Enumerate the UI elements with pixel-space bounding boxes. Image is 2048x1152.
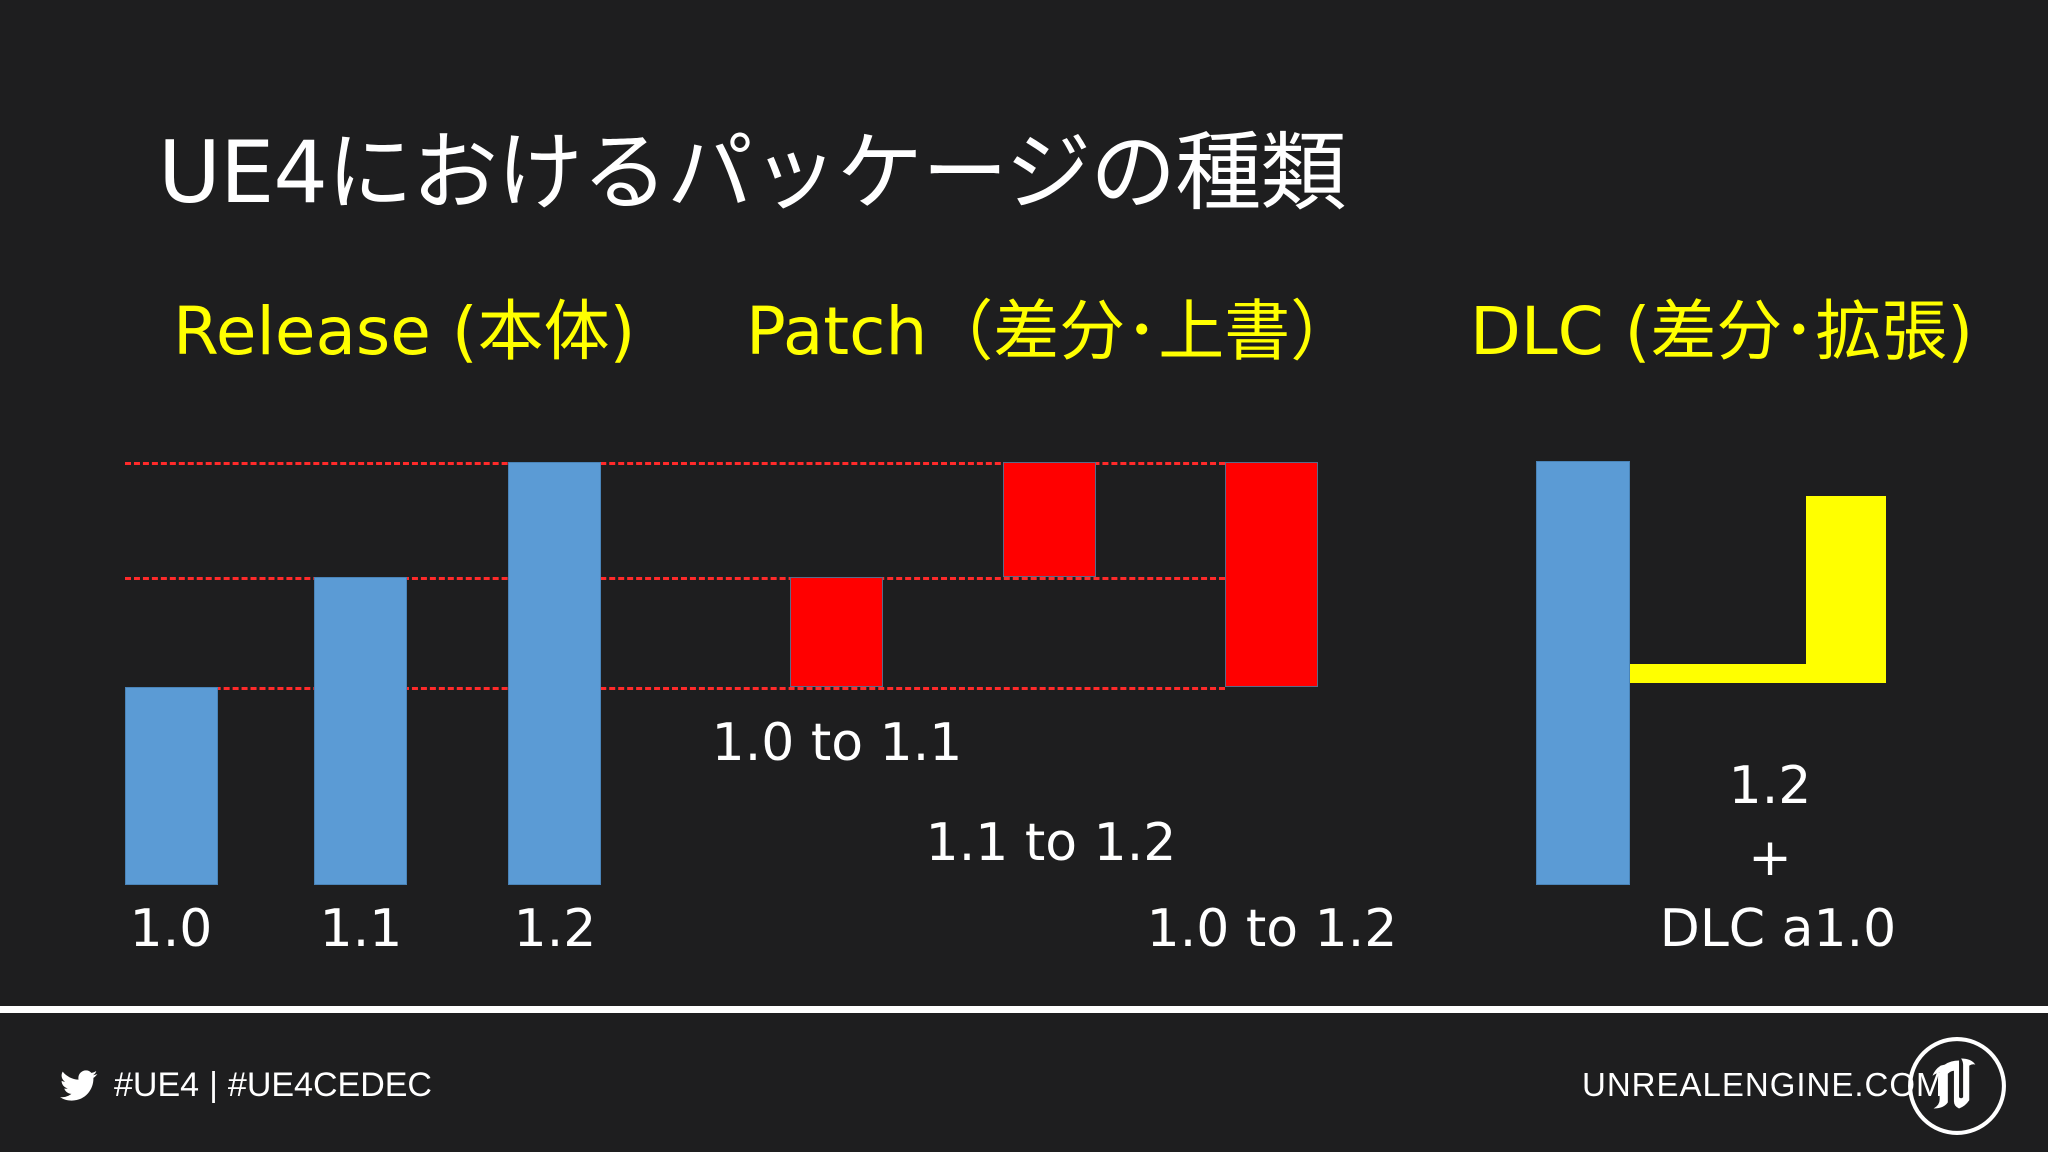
- dlc-base-bar: [1536, 461, 1630, 885]
- patch-bar-1-0-to-1-1: [790, 577, 883, 687]
- patch-label-1-1-to-1-2: 1.1 to 1.2: [925, 813, 1177, 873]
- footer-divider: [0, 1006, 2048, 1013]
- dlc-label: DLC a1.0: [1659, 899, 1897, 959]
- guide-line-1-0: [125, 687, 1225, 690]
- release-label-1-0: 1.0: [129, 899, 213, 959]
- guide-line-1-1: [125, 577, 1225, 580]
- release-bar-1-2: [508, 462, 601, 885]
- release-bar-1-1: [314, 577, 407, 885]
- patch-bar-1-0-to-1-2: [1225, 462, 1318, 687]
- patch-bar-1-1-to-1-2: [1003, 462, 1096, 577]
- guide-line-1-2: [125, 462, 1225, 465]
- twitter-bird-icon: [60, 1069, 98, 1101]
- site-url: UNREALENGINE.COM: [1582, 1066, 1945, 1103]
- release-label-1-2: 1.2: [513, 899, 597, 959]
- release-bar-1-0: [125, 687, 218, 885]
- dlc-base-label: 1.2: [1728, 756, 1812, 816]
- dlc-plus-sign: +: [1748, 828, 1792, 888]
- footer-hashtags: #UE4 | #UE4CEDEC: [60, 1066, 432, 1105]
- release-label-1-1: 1.1: [319, 899, 403, 959]
- hashtag-ue4: #UE4: [114, 1066, 200, 1104]
- patch-label-1-0-to-1-1: 1.0 to 1.1: [711, 713, 963, 773]
- heading-dlc: DLC (差分･拡張): [1470, 293, 1974, 370]
- hashtag-ue4cedec: #UE4CEDEC: [227, 1066, 432, 1104]
- unreal-engine-logo-icon: [1908, 1037, 2006, 1135]
- slide-title: UE4におけるパッケージの種類: [158, 123, 1346, 223]
- patch-label-1-0-to-1-2: 1.0 to 1.2: [1146, 899, 1398, 959]
- hashtag-separator: |: [209, 1066, 218, 1104]
- heading-patch: Patch（差分･上書）: [746, 293, 1357, 370]
- heading-release: Release (本体): [173, 293, 636, 370]
- dlc-bar: [1806, 496, 1886, 683]
